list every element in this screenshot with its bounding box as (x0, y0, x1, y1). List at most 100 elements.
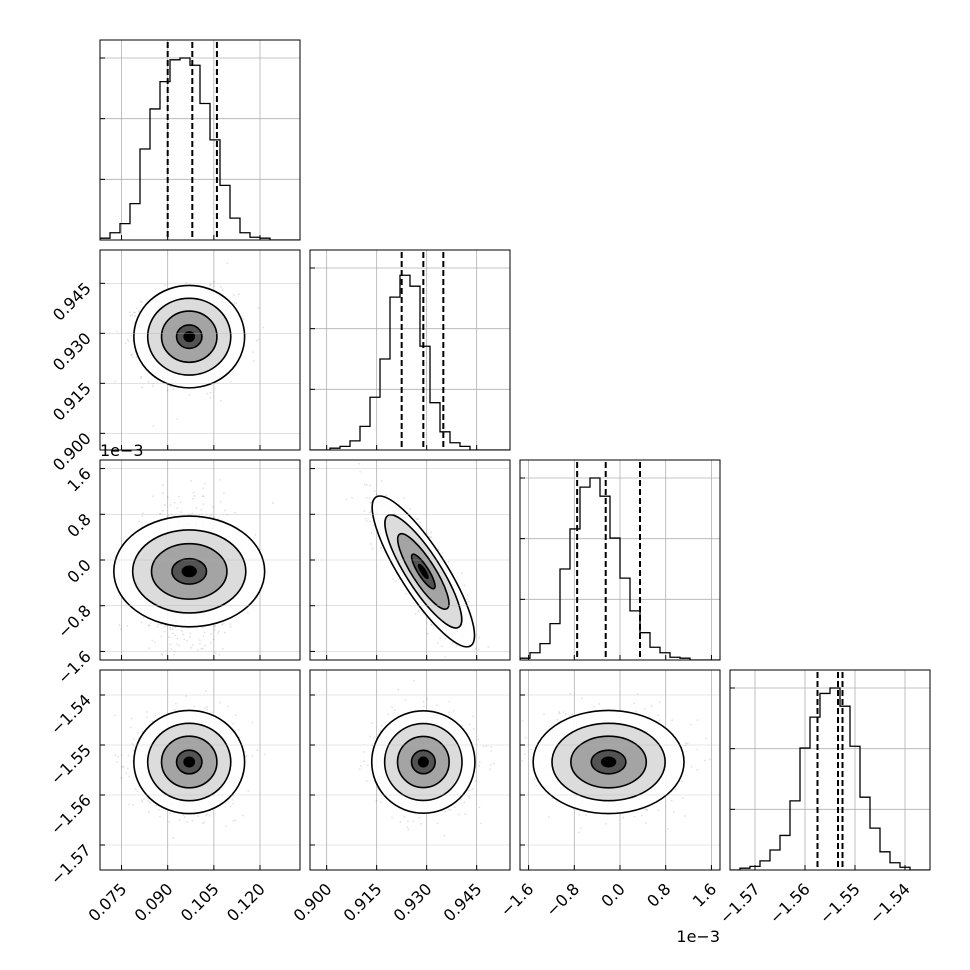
scatter-point (127, 754, 130, 757)
scatter-point (188, 394, 191, 397)
scatter-point (190, 480, 193, 482)
scatter-point (202, 503, 205, 506)
scatter-point (146, 716, 148, 719)
scatter-point (463, 584, 466, 587)
scatter-point (161, 653, 164, 656)
scatter-point (428, 535, 431, 538)
scatter-point (116, 330, 118, 333)
scatter-point (202, 487, 205, 490)
scatter-point (477, 648, 480, 651)
scatter-point (116, 760, 119, 763)
scatter-point (189, 636, 191, 638)
scatter-point (141, 515, 144, 517)
scatter-point (365, 496, 368, 499)
scatter-point (238, 736, 241, 739)
scatter-point (147, 800, 149, 802)
scatter-point (132, 804, 134, 806)
scatter-point (163, 504, 166, 506)
scatter-point (234, 819, 237, 822)
scatter-point (197, 815, 200, 817)
scatter-point (120, 776, 123, 779)
scatter-point (191, 512, 194, 515)
scatter-point (202, 635, 205, 638)
scatter-point (417, 610, 420, 613)
scatter-point (120, 753, 123, 756)
scatter-point (200, 508, 203, 511)
scatter-point (218, 478, 221, 481)
scatter-point (132, 311, 135, 314)
scatter-point (175, 702, 177, 705)
scatter-point (204, 644, 207, 647)
density-contour (183, 331, 196, 343)
scatter-panel (99, 249, 301, 451)
scatter-point (232, 722, 235, 725)
scatter-point (185, 695, 187, 697)
scatter-point (225, 824, 228, 827)
scatter-point (392, 578, 395, 581)
scatter-point (201, 626, 204, 629)
scatter-point (380, 479, 383, 482)
scatter-point (153, 641, 156, 643)
panel-body (310, 460, 510, 673)
scatter-point (197, 648, 199, 651)
histogram-panel (519, 459, 721, 661)
scatter-point (166, 389, 169, 392)
scatter-point (141, 512, 144, 515)
panel-body (100, 40, 300, 240)
scatter-point (436, 642, 439, 644)
scatter-point (263, 753, 266, 756)
scatter-point (245, 755, 248, 758)
scatter-point (169, 812, 171, 815)
scatter-point (385, 494, 388, 496)
scatter-point (142, 616, 145, 619)
scatter-point (209, 515, 211, 518)
scatter-panel (99, 669, 301, 871)
scatter-point (209, 397, 212, 399)
scatter-point (128, 311, 131, 314)
scatter-point (369, 520, 371, 523)
scatter-point (358, 462, 361, 465)
scatter-point (418, 609, 420, 612)
scatter-point (213, 629, 216, 631)
scatter-point (213, 516, 215, 519)
scatter-point (363, 510, 366, 512)
scatter-point (430, 623, 433, 626)
scatter-point (195, 506, 198, 509)
scatter-point (430, 624, 433, 627)
scatter-point (226, 262, 229, 265)
scatter-point (369, 501, 371, 504)
scatter-point (345, 498, 348, 501)
scatter-point (160, 652, 163, 655)
scatter-point (141, 301, 143, 304)
scatter-point (369, 543, 372, 546)
scatter-point (222, 647, 224, 650)
scatter-point (168, 820, 171, 823)
scatter-point (229, 805, 232, 808)
scatter-point (219, 286, 222, 288)
scatter-point (174, 708, 176, 711)
scatter-point (141, 386, 144, 389)
scatter-point (439, 637, 441, 640)
scatter-point (218, 653, 221, 656)
scatter-point (178, 495, 180, 498)
scatter-point (169, 626, 172, 629)
scatter-point (135, 307, 138, 310)
scatter-point (198, 642, 201, 645)
scatter-point (176, 507, 179, 510)
scatter-point (176, 418, 179, 420)
scatter-point (140, 376, 143, 378)
scatter-point (129, 314, 132, 317)
scatter-point (365, 483, 368, 486)
scatter-point (168, 636, 170, 639)
scatter-point (204, 707, 207, 710)
scatter-point (217, 632, 219, 635)
scatter-point (430, 536, 433, 539)
scatter-point (202, 495, 205, 498)
scatter-point (179, 501, 182, 503)
scatter-point (426, 632, 429, 635)
scatter-point (139, 300, 142, 303)
scatter-point (458, 671, 460, 673)
scatter-point (178, 819, 181, 821)
scatter-point (405, 592, 407, 595)
histogram-step (520, 477, 720, 660)
